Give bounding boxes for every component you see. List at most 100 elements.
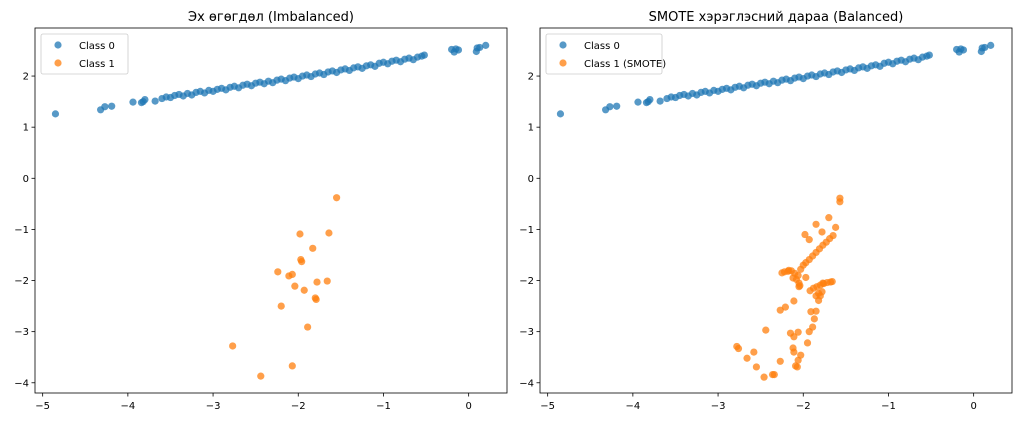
y-tick-label: 0 <box>528 174 534 185</box>
data-point-class1 <box>793 363 801 371</box>
data-point-class1 <box>795 283 803 291</box>
data-point-class1 <box>818 288 826 296</box>
data-point-class1 <box>333 194 341 202</box>
data-point-class1 <box>797 265 805 273</box>
axes-frame <box>539 27 1013 394</box>
x-tick-label: −3 <box>206 401 221 412</box>
data-point-class0 <box>101 103 109 111</box>
data-point-class1 <box>781 303 789 311</box>
y-tick-label: −3 <box>14 327 29 338</box>
legend: Class 0 Class 1 (SMOTE) <box>545 33 666 75</box>
data-point-class1 <box>810 315 818 323</box>
data-point-class1 <box>812 307 820 315</box>
data-point-class1 <box>819 279 827 287</box>
data-point-class1 <box>801 230 809 239</box>
right-scatter-plot: SMOTE хэрэглэсний дараа (Balanced) −5 −4 −… <box>519 10 1013 412</box>
data-point-class1 <box>752 363 761 371</box>
legend-box <box>40 33 129 75</box>
data-point-class1 <box>790 348 798 356</box>
left-plot-title: Эх өгөгдөл (Imbalanced) <box>188 10 354 25</box>
legend-box <box>545 33 663 75</box>
data-point-class1 <box>304 323 312 331</box>
data-point-class1 <box>818 228 826 236</box>
data-point-class1 <box>776 357 784 365</box>
y-tick-label: 1 <box>23 123 29 134</box>
data-point-class1 <box>323 277 331 285</box>
y-tick-label: −4 <box>14 378 29 389</box>
data-point-class1 <box>770 370 778 379</box>
axes-frame <box>34 27 508 394</box>
legend-label: Class 0 <box>584 41 620 52</box>
data-point-class1 <box>805 236 813 244</box>
legend-marker-class0 <box>559 41 567 49</box>
x-tick-label: −2 <box>291 401 306 412</box>
y-tick-label: −3 <box>519 327 534 338</box>
data-point-class1 <box>836 198 844 206</box>
data-point-class0 <box>454 46 463 54</box>
data-point-class1 <box>296 230 304 238</box>
x-tick-label: −1 <box>376 401 391 412</box>
data-point-class0 <box>959 46 968 54</box>
data-point-class0 <box>634 98 642 106</box>
data-point-class1 <box>277 302 285 310</box>
right-plot-title: SMOTE хэрэглэсний дараа (Balanced) <box>649 10 904 25</box>
y-tick-label: −2 <box>519 276 534 287</box>
data-point-class1 <box>750 348 758 356</box>
data-point-class1 <box>794 356 802 364</box>
x-tick-label: −3 <box>711 401 726 412</box>
data-point-class1 <box>309 244 317 252</box>
x-tick-label: −5 <box>35 401 50 412</box>
x-tick-label: −4 <box>120 401 135 412</box>
legend-label: Class 0 <box>79 41 115 52</box>
data-point-class1 <box>288 362 296 370</box>
data-point-class0 <box>613 102 621 110</box>
data-point-class0 <box>556 110 565 118</box>
data-point-class0 <box>476 43 484 52</box>
legend-marker-class0 <box>54 41 62 49</box>
legend-label: Class 1 <box>79 59 115 70</box>
data-point-class0 <box>51 110 60 118</box>
data-point-class1 <box>832 223 840 231</box>
legend-label: Class 1 (SMOTE) <box>584 59 666 70</box>
y-tick-label: 2 <box>23 72 29 83</box>
left-scatter-plot: Эх өгөгдөл (Imbalanced) −5 −4 −3 −2 −1 0 −4 −3 −… <box>14 10 508 412</box>
data-point-class1 <box>312 295 320 304</box>
data-point-class1 <box>274 268 282 276</box>
data-point-class1 <box>794 328 802 336</box>
data-point-class1 <box>257 372 265 380</box>
data-point-class0 <box>129 98 137 106</box>
data-point-class1 <box>825 214 833 222</box>
x-tick-label: −4 <box>625 401 640 412</box>
x-tick-label: −2 <box>796 401 811 412</box>
legend: Class 0 Class 1 <box>40 33 129 75</box>
data-point-class1 <box>762 326 770 334</box>
data-point-class1 <box>814 296 823 305</box>
data-point-class0 <box>108 102 116 110</box>
data-point-class1 <box>802 273 810 282</box>
x-tick-label: 0 <box>465 401 471 412</box>
y-tick-label: −1 <box>519 225 534 236</box>
y-tick-label: 1 <box>528 123 534 134</box>
data-point-class0 <box>656 97 664 105</box>
y-tick-label: 0 <box>23 174 29 185</box>
y-tick-label: −1 <box>14 225 29 236</box>
x-tick-label: −5 <box>540 401 555 412</box>
data-point-class1 <box>760 373 768 381</box>
x-tick-label: 0 <box>970 401 976 412</box>
data-point-class0 <box>987 41 995 49</box>
data-point-class0 <box>141 95 149 104</box>
legend-marker-class1 <box>54 59 62 67</box>
data-point-class1 <box>805 328 813 336</box>
y-tick-label: −2 <box>14 276 29 287</box>
data-point-class1 <box>734 344 743 353</box>
data-point-class0 <box>420 51 428 59</box>
x-tick-label: −1 <box>881 401 896 412</box>
data-point-class0 <box>151 97 159 105</box>
data-point-class1 <box>325 229 333 237</box>
data-point-class1 <box>291 282 299 290</box>
data-point-class0 <box>606 103 614 111</box>
data-point-class1 <box>828 277 836 286</box>
data-point-class1 <box>288 270 296 279</box>
y-tick-label: −4 <box>519 378 534 389</box>
